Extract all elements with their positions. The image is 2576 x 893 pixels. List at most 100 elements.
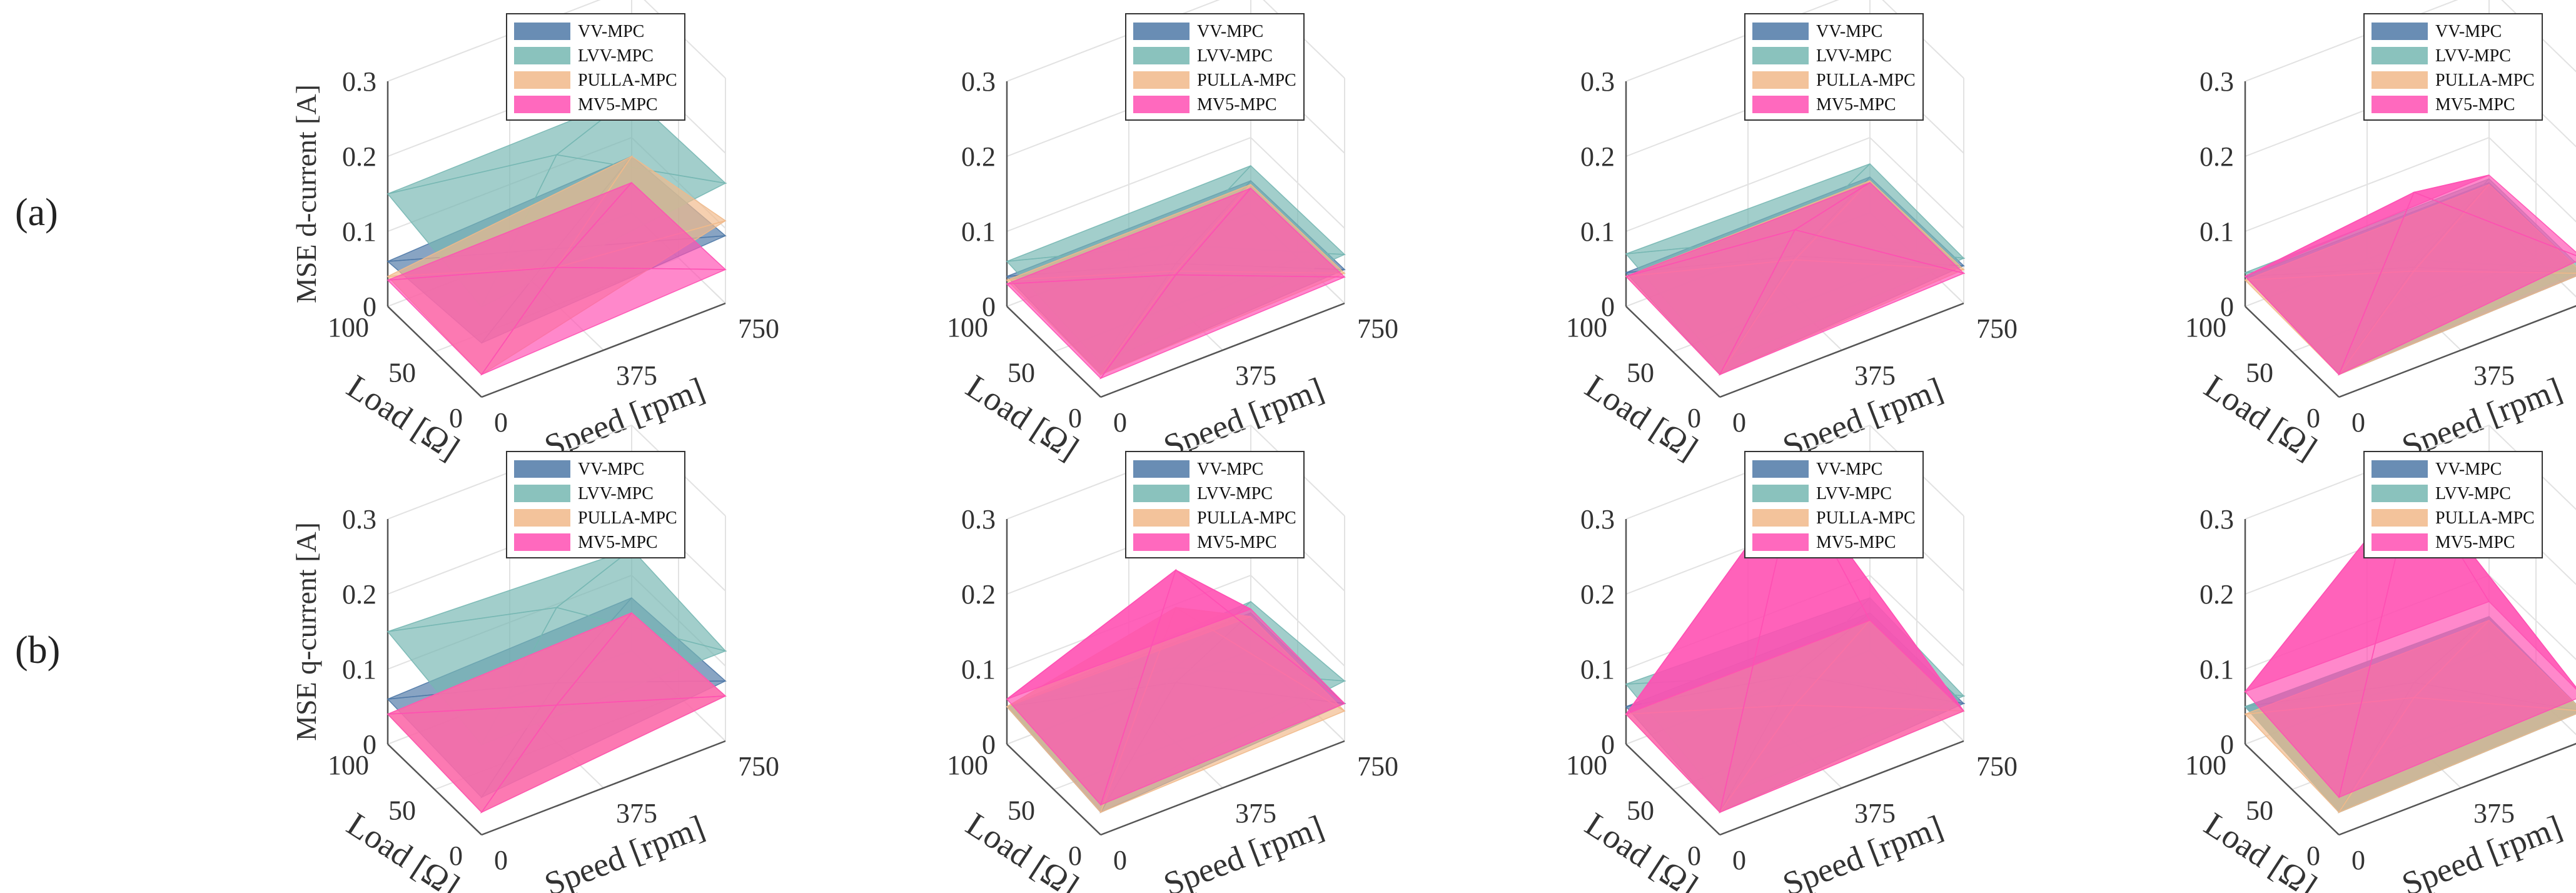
legend-swatch <box>1133 96 1190 113</box>
z-axis-label: MSE q-current [A] <box>290 522 322 741</box>
legend-swatch <box>2371 485 2428 502</box>
gridline <box>1006 0 1345 82</box>
load-tick-label: 50 <box>1008 795 1035 826</box>
load-axis <box>2245 306 2340 398</box>
legend-swatch <box>1133 485 1190 502</box>
gridline <box>387 0 726 82</box>
load-tick-label: 0 <box>2306 403 2320 433</box>
z-tick-label: 0 <box>982 291 996 322</box>
speed-axis <box>481 302 726 398</box>
speed-tick-label: 0 <box>1732 407 1746 438</box>
legend-swatch <box>1752 509 1809 527</box>
legend-entry: PULLA-MPC <box>578 71 677 90</box>
z-tick-label: 0.2 <box>1580 141 1615 172</box>
legend-swatch <box>1752 96 1809 113</box>
z-tick-label: 0.1 <box>1580 654 1615 685</box>
legend-entry: VV-MPC <box>578 22 644 41</box>
z-tick-label: 0 <box>982 729 996 760</box>
surface-facet-mv5-mpc <box>1625 480 1796 814</box>
legend-entry: LVV-MPC <box>1816 46 1892 66</box>
load-tick-label: 50 <box>1627 795 1654 826</box>
z-tick-label: 0.1 <box>1580 216 1615 247</box>
load-tick-label: 50 <box>1627 358 1654 388</box>
legend: VV-MPC LVV-MPC PULLA-MPC MV5-MPC <box>1744 13 1924 121</box>
load-axis <box>2245 744 2340 835</box>
legend-entry: VV-MPC <box>1816 22 1882 41</box>
legend-entry: VV-MPC <box>2435 22 2502 41</box>
load-tick-label: 0 <box>449 840 463 871</box>
z-axis-label: MSE d-current [A] <box>290 84 322 303</box>
speed-tick-label: 750 <box>1357 313 1398 344</box>
load-tick-label: 50 <box>2246 358 2273 388</box>
legend: VV-MPC LVV-MPC PULLA-MPC MV5-MPC <box>1125 13 1305 121</box>
load-tick-label: 50 <box>2246 795 2273 826</box>
speed-tick-label: 375 <box>2473 798 2515 829</box>
load-axis <box>387 306 482 398</box>
legend-swatch <box>514 47 570 64</box>
legend-swatch <box>514 533 570 551</box>
legend-swatch <box>2371 96 2428 113</box>
speed-tick-label: 0 <box>1113 845 1127 875</box>
surface-facet-mv5-mpc <box>2245 480 2415 799</box>
legend-swatch <box>514 96 570 113</box>
load-tick-label: 0 <box>449 403 463 433</box>
z-tick-label: 0 <box>2220 729 2234 760</box>
speed-axis <box>1719 302 1964 398</box>
speed-axis <box>1719 740 1964 836</box>
z-tick-label: 0.1 <box>961 654 996 685</box>
z-tick-label: 0.2 <box>342 141 376 172</box>
speed-tick-label: 0 <box>2351 407 2365 438</box>
legend-swatch <box>2371 23 2428 40</box>
load-tick-label: 100 <box>328 750 369 780</box>
legend-entry: MV5-MPC <box>1816 533 1896 552</box>
speed-tick-label: 0 <box>2351 845 2365 875</box>
legend-swatch <box>514 485 570 502</box>
legend-swatch <box>2371 460 2428 478</box>
z-tick-label: 0 <box>1601 291 1615 322</box>
legend-entry: MV5-MPC <box>1197 95 1277 114</box>
speed-tick-label: 750 <box>738 313 779 344</box>
z-tick-label: 0.2 <box>2200 141 2234 172</box>
legend: VV-MPC LVV-MPC PULLA-MPC MV5-MPC <box>1125 451 1305 558</box>
z-tick-label: 0.2 <box>2200 579 2234 610</box>
speed-tick-label: 0 <box>494 845 508 875</box>
load-tick-label: 0 <box>1687 403 1701 433</box>
speed-tick-label: 0 <box>494 407 508 438</box>
load-tick-label: 0 <box>2306 840 2320 871</box>
speed-tick-label: 375 <box>616 798 657 829</box>
speed-tick-label: 375 <box>1854 360 1896 391</box>
legend-swatch <box>2371 71 2428 89</box>
speed-axis <box>1100 302 1345 398</box>
load-tick-label: 100 <box>2185 312 2226 343</box>
legend-swatch <box>1133 533 1190 551</box>
load-tick-label: 50 <box>388 358 416 388</box>
legend-entry: PULLA-MPC <box>2435 508 2535 528</box>
legend-entry: LVV-MPC <box>578 46 654 66</box>
legend-entry: VV-MPC <box>2435 460 2502 479</box>
surface-facet-mv5-mpc <box>386 266 558 376</box>
z-tick-label: 0.1 <box>2200 654 2234 685</box>
legend-swatch <box>1752 23 1809 40</box>
load-axis <box>1625 744 1720 835</box>
z-tick-label: 0 <box>2220 291 2234 322</box>
load-axis <box>387 744 482 835</box>
legend-entry: LVV-MPC <box>1197 484 1273 503</box>
z-tick-label: 0.3 <box>342 66 376 97</box>
legend: VV-MPC LVV-MPC PULLA-MPC MV5-MPC <box>506 13 685 121</box>
legend-swatch <box>2371 47 2428 64</box>
load-tick-label: 50 <box>388 795 416 826</box>
legend-swatch <box>1133 23 1190 40</box>
legend-swatch <box>2371 509 2428 527</box>
z-tick-label: 0.3 <box>1580 504 1615 535</box>
legend-entry: MV5-MPC <box>1816 95 1896 114</box>
legend: VV-MPC LVV-MPC PULLA-MPC MV5-MPC <box>2363 13 2543 121</box>
row-label-a: (a) <box>15 191 58 234</box>
gridline <box>2245 0 2576 82</box>
speed-tick-label: 375 <box>1235 798 1276 829</box>
load-axis <box>1625 306 1720 398</box>
